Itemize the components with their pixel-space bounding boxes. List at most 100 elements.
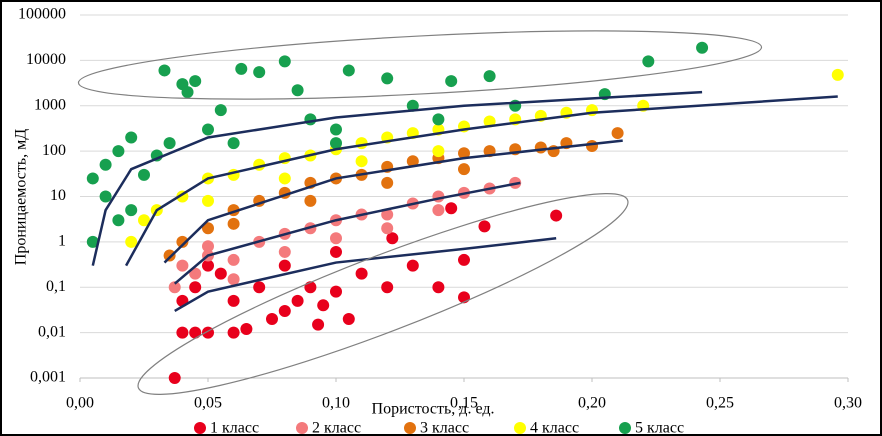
point	[478, 220, 491, 233]
point	[381, 72, 394, 85]
point	[304, 113, 317, 126]
point	[278, 259, 291, 272]
point	[227, 326, 240, 339]
point	[138, 214, 150, 227]
point	[406, 155, 419, 168]
point	[125, 131, 138, 144]
point	[86, 172, 99, 185]
x-tick-label: 0,05	[194, 395, 222, 412]
point	[227, 294, 240, 307]
point	[112, 214, 125, 227]
point	[550, 209, 563, 222]
trendline	[174, 237, 557, 313]
point	[240, 323, 253, 336]
point	[432, 204, 445, 217]
y-tick-label: 10000	[26, 51, 66, 68]
x-tick-label: 0,20	[578, 395, 606, 412]
legend-label: 3 класс	[420, 420, 469, 436]
point	[406, 99, 419, 112]
point	[642, 55, 655, 68]
annotation-ellipse	[137, 193, 629, 395]
y-axis-title: Проницаемость, мД	[13, 129, 30, 265]
point	[125, 235, 138, 248]
y-tick-label: 10	[50, 187, 66, 204]
point	[86, 235, 99, 248]
trendline	[173, 181, 521, 285]
point	[381, 222, 394, 235]
point	[278, 55, 291, 68]
point	[291, 294, 304, 307]
point	[189, 75, 202, 88]
point	[176, 259, 189, 272]
point	[112, 145, 125, 158]
series	[168, 176, 522, 294]
point	[202, 123, 214, 136]
point	[202, 194, 214, 207]
point	[458, 163, 470, 176]
point	[189, 267, 202, 280]
point	[611, 127, 624, 140]
point	[99, 190, 112, 203]
point	[168, 372, 181, 384]
x-tick-label: 0,30	[834, 395, 862, 412]
point	[176, 235, 189, 248]
point	[355, 155, 368, 168]
y-tick-label: 1000	[34, 96, 66, 113]
point	[176, 326, 189, 339]
x-tick-label: 0,15	[450, 395, 478, 412]
trendline	[124, 95, 838, 267]
point	[432, 145, 445, 158]
legend-marker	[514, 422, 526, 434]
point	[386, 232, 399, 245]
point	[483, 70, 496, 83]
point	[330, 137, 342, 150]
y-tick-label: 100	[42, 142, 66, 159]
point	[253, 281, 266, 294]
point	[138, 168, 150, 181]
x-tick-label: 0,00	[66, 395, 94, 412]
y-tick-label: 0,1	[46, 278, 66, 295]
point	[330, 123, 342, 136]
point	[214, 104, 227, 117]
point	[534, 141, 547, 154]
point	[445, 75, 458, 88]
point	[181, 86, 194, 99]
point	[168, 281, 181, 294]
legend-marker	[619, 422, 631, 434]
point	[227, 253, 240, 266]
legend-label: 4 класс	[530, 420, 579, 436]
point	[381, 281, 394, 294]
point	[445, 202, 458, 215]
point	[330, 232, 342, 245]
point	[330, 285, 342, 298]
point	[342, 64, 355, 77]
point	[278, 172, 291, 185]
point	[381, 176, 394, 189]
legend-marker	[296, 422, 308, 434]
point	[304, 281, 317, 294]
point	[253, 66, 266, 79]
point	[189, 281, 202, 294]
trendline	[163, 139, 623, 264]
trendline	[91, 90, 703, 266]
legend-label: 2 класс	[312, 420, 361, 436]
annotation-ellipse	[77, 30, 763, 100]
point	[99, 158, 112, 171]
point	[355, 267, 368, 280]
point	[278, 304, 291, 317]
legend-label: 1 класс	[210, 420, 259, 436]
point	[355, 137, 368, 150]
point	[227, 217, 240, 230]
point	[317, 299, 330, 312]
x-tick-label: 0,10	[322, 395, 350, 412]
legend-marker	[404, 422, 416, 434]
point	[458, 253, 470, 266]
point	[330, 245, 342, 258]
x-tick-label: 0,25	[706, 395, 734, 412]
y-tick-label: 0,01	[38, 323, 66, 340]
point	[432, 281, 445, 294]
point	[586, 139, 598, 152]
y-tick-label: 0,001	[30, 369, 66, 386]
